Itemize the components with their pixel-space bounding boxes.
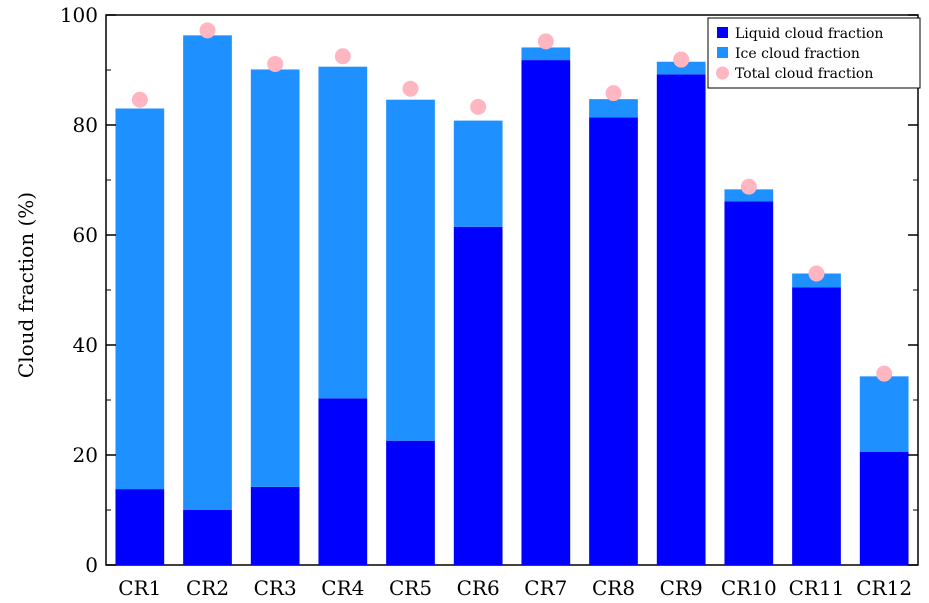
legend-label-ice: Ice cloud fraction xyxy=(735,46,860,62)
x-tick-label: CR3 xyxy=(254,576,297,600)
x-tick-label: CR9 xyxy=(660,576,703,600)
x-tick-label: CR1 xyxy=(118,576,161,600)
x-tick-label: CR4 xyxy=(321,576,364,600)
legend-swatch-ice xyxy=(717,47,728,58)
marker-total-cr6 xyxy=(470,98,487,115)
x-tick-label: CR12 xyxy=(856,576,912,600)
y-tick-label: 80 xyxy=(73,113,98,137)
y-axis: 0 20 40 60 80 100 xyxy=(60,3,918,577)
y-tick-label: 100 xyxy=(60,3,98,27)
bar-ice-cr9 xyxy=(656,61,706,75)
bar-liquid-cr1 xyxy=(115,489,165,565)
marker-total-cr12 xyxy=(876,365,893,382)
bars-layer xyxy=(115,35,909,566)
marker-total-cr3 xyxy=(267,55,284,72)
x-tick-label: CR11 xyxy=(789,576,845,600)
y-tick-label: 0 xyxy=(85,553,98,577)
bar-liquid-cr12 xyxy=(859,451,909,565)
x-tick-label: CR6 xyxy=(457,576,500,600)
x-tick-label: CR5 xyxy=(389,576,432,600)
bar-ice-cr10 xyxy=(724,189,774,202)
legend-box xyxy=(707,17,921,89)
marker-total-cr7 xyxy=(537,33,554,50)
bar-liquid-cr2 xyxy=(183,510,232,565)
legend-label-liquid: Liquid cloud fraction xyxy=(735,26,883,42)
marker-total-cr1 xyxy=(131,91,148,108)
y-axis-title: Cloud fraction (%) xyxy=(14,192,38,378)
marker-total-cr4 xyxy=(334,48,351,65)
marker-total-cr11 xyxy=(808,265,825,282)
x-tick-label: CR2 xyxy=(186,576,229,600)
bar-liquid-cr9 xyxy=(656,74,706,566)
y-tick-label: 60 xyxy=(73,223,98,247)
marker-total-cr10 xyxy=(740,178,757,195)
bar-ice-cr12 xyxy=(859,376,909,452)
bar-ice-cr6 xyxy=(453,120,503,227)
x-axis: CR1 CR2 CR3 CR4 CR5 CR6 CR7 CR8 CR9 CR10 CR11 CR12 xyxy=(118,576,912,600)
bar-ice-cr2 xyxy=(183,35,232,510)
bar-ice-cr7 xyxy=(521,47,571,61)
marker-total-cr8 xyxy=(605,85,622,102)
legend: Liquid cloud fraction Ice cloud fraction… xyxy=(707,17,921,89)
bar-ice-cr5 xyxy=(386,99,435,441)
bar-liquid-cr11 xyxy=(792,287,841,565)
markers-layer xyxy=(131,22,893,382)
x-tick-label: CR7 xyxy=(524,576,567,600)
marker-total-cr9 xyxy=(673,51,690,68)
bar-ice-cr8 xyxy=(589,99,638,118)
bar-liquid-cr7 xyxy=(521,60,571,565)
y-tick-label: 40 xyxy=(73,333,98,357)
legend-swatch-total xyxy=(716,66,729,80)
legend-label-total: Total cloud fraction xyxy=(735,66,873,82)
bar-ice-cr4 xyxy=(318,66,368,399)
legend-swatch-liquid xyxy=(717,27,728,38)
x-tick-label: CR8 xyxy=(592,576,635,600)
marker-total-cr5 xyxy=(402,80,419,97)
y-tick-label: 20 xyxy=(73,443,98,467)
x-tick-label: CR10 xyxy=(721,576,777,600)
marker-total-cr2 xyxy=(199,22,216,39)
bar-liquid-cr10 xyxy=(724,201,774,565)
bar-liquid-cr8 xyxy=(589,117,638,566)
bar-ice-cr1 xyxy=(115,108,165,490)
bar-liquid-cr4 xyxy=(318,398,368,565)
bar-liquid-cr3 xyxy=(250,486,300,565)
bar-liquid-cr5 xyxy=(386,440,435,565)
bar-ice-cr3 xyxy=(250,69,300,487)
bar-liquid-cr6 xyxy=(453,226,503,565)
